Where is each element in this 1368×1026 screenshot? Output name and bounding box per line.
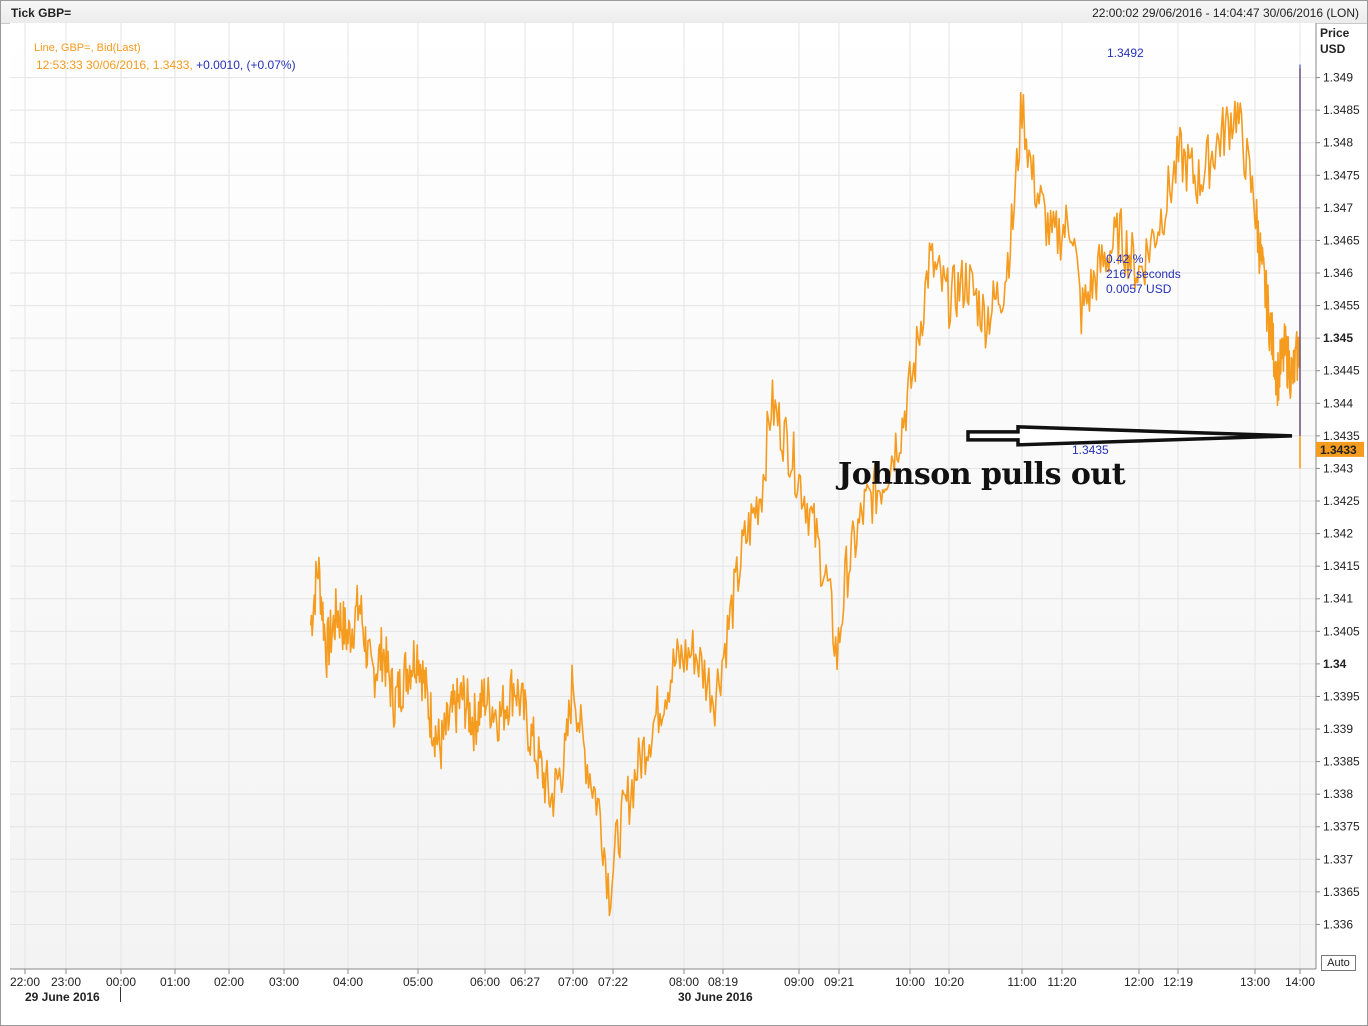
y-tick-label: 1.3445 (1323, 364, 1360, 378)
x-tick-label: 09:00 (784, 975, 814, 989)
y-tick-label: 1.346 (1323, 266, 1353, 280)
y-tick-label: 1.3385 (1323, 755, 1360, 769)
y-tick-label: 1.345 (1323, 331, 1353, 345)
y-tick-label: 1.343 (1323, 461, 1353, 475)
measure-start-label: 1.3435 (1072, 443, 1109, 457)
y-tick-label: 1.341 (1323, 592, 1353, 606)
y-tick-label: 1.336 (1323, 917, 1353, 931)
legend-change: +0.0010, (+0.07%) (196, 58, 296, 72)
legend-series: Line, GBP=, Bid(Last) (34, 42, 141, 54)
x-tick-label: 12:19 (1163, 975, 1193, 989)
x-tick-label: 02:00 (214, 975, 244, 989)
y-tick-label: 1.338 (1323, 787, 1353, 801)
x-tick-label: 07:22 (598, 975, 628, 989)
y-tick-label: 1.3435 (1323, 429, 1360, 443)
y-tick-label: 1.34 (1323, 657, 1347, 671)
measure-pct: 0.42 % (1106, 252, 1144, 266)
window-title: Tick GBP= (11, 6, 72, 20)
y-tick-label: 1.347 (1323, 201, 1353, 215)
auto-scale-button[interactable]: Auto (1321, 955, 1356, 971)
x-tick-label: 10:20 (934, 975, 964, 989)
x-tick-label: 08:00 (669, 975, 699, 989)
x-tick-label: 04:00 (333, 975, 363, 989)
y-tick-label: 1.3405 (1323, 624, 1360, 638)
x-tick-label: 11:00 (1007, 975, 1036, 989)
measure-readout: 0.42 % 2167 seconds 0.0057 USD (1106, 252, 1181, 297)
y-tick-label: 1.3475 (1323, 168, 1360, 182)
legend-last-value: 12:53:33 30/06/2016, 1.3433, (36, 58, 193, 72)
x-tick-label: 06:27 (510, 975, 540, 989)
annotation-text: Johnson pulls out (838, 457, 1126, 492)
measure-end-label: 1.3492 (1107, 46, 1144, 60)
x-tick-label: 00:00 (106, 975, 136, 989)
measure-seconds: 2167 seconds (1106, 267, 1181, 281)
x-tick-label: 12:00 (1124, 975, 1154, 989)
x-tick-label: 07:00 (558, 975, 588, 989)
date-label-day1: 29 June 2016 (25, 990, 100, 1004)
y-tick-label: 1.3365 (1323, 885, 1360, 899)
x-tick-label: 10:00 (895, 975, 925, 989)
x-tick-label: 09:21 (824, 975, 854, 989)
time-range: 22:00:02 29/06/2016 - 14:04:47 30/06/201… (1092, 6, 1359, 20)
x-tick-label: 14:00 (1285, 975, 1315, 989)
y-tick-label: 1.344 (1323, 396, 1353, 410)
x-tick-label: 03:00 (269, 975, 299, 989)
current-price-badge (1316, 441, 1364, 457)
x-tick-label: 11:20 (1047, 975, 1076, 989)
y-tick-label: 1.3425 (1323, 494, 1360, 508)
y-tick-label: 1.3395 (1323, 689, 1360, 703)
y-tick-label: 1.348 (1323, 136, 1353, 150)
y-tick-label: 1.3485 (1323, 103, 1360, 117)
price-axis-unit: USD (1320, 42, 1346, 56)
y-tick-label: 1.339 (1323, 722, 1353, 736)
annotation-arrow-icon (966, 425, 1293, 447)
x-tick-label: 22:00 (10, 975, 40, 989)
x-tick-label: 01:00 (160, 975, 190, 989)
current-price-label: 1.3433 (1320, 443, 1357, 457)
legend-values: 12:53:33 30/06/2016, 1.3433, +0.0010, (+… (36, 58, 296, 72)
x-tick-label: 08:19 (708, 975, 738, 989)
y-tick-label: 1.337 (1323, 852, 1353, 866)
date-separator (120, 987, 121, 1002)
measure-usd: 0.0057 USD (1106, 282, 1172, 296)
x-tick-label: 23:00 (51, 975, 81, 989)
y-tick-label: 1.3455 (1323, 299, 1360, 313)
x-tick-label: 05:00 (403, 975, 433, 989)
x-tick-label: 06:00 (470, 975, 500, 989)
x-tick-label: 13:00 (1240, 975, 1270, 989)
y-tick-label: 1.3465 (1323, 233, 1360, 247)
price-axis-title: Price (1320, 26, 1350, 40)
price-axis-header: Price USD (1320, 25, 1349, 57)
y-tick-label: 1.342 (1323, 527, 1353, 541)
y-tick-label: 1.3375 (1323, 820, 1360, 834)
y-tick-label: 1.3415 (1323, 559, 1360, 573)
y-tick-label: 1.349 (1323, 71, 1353, 85)
plot-area (10, 23, 1316, 969)
date-label-day2: 30 June 2016 (678, 990, 753, 1004)
